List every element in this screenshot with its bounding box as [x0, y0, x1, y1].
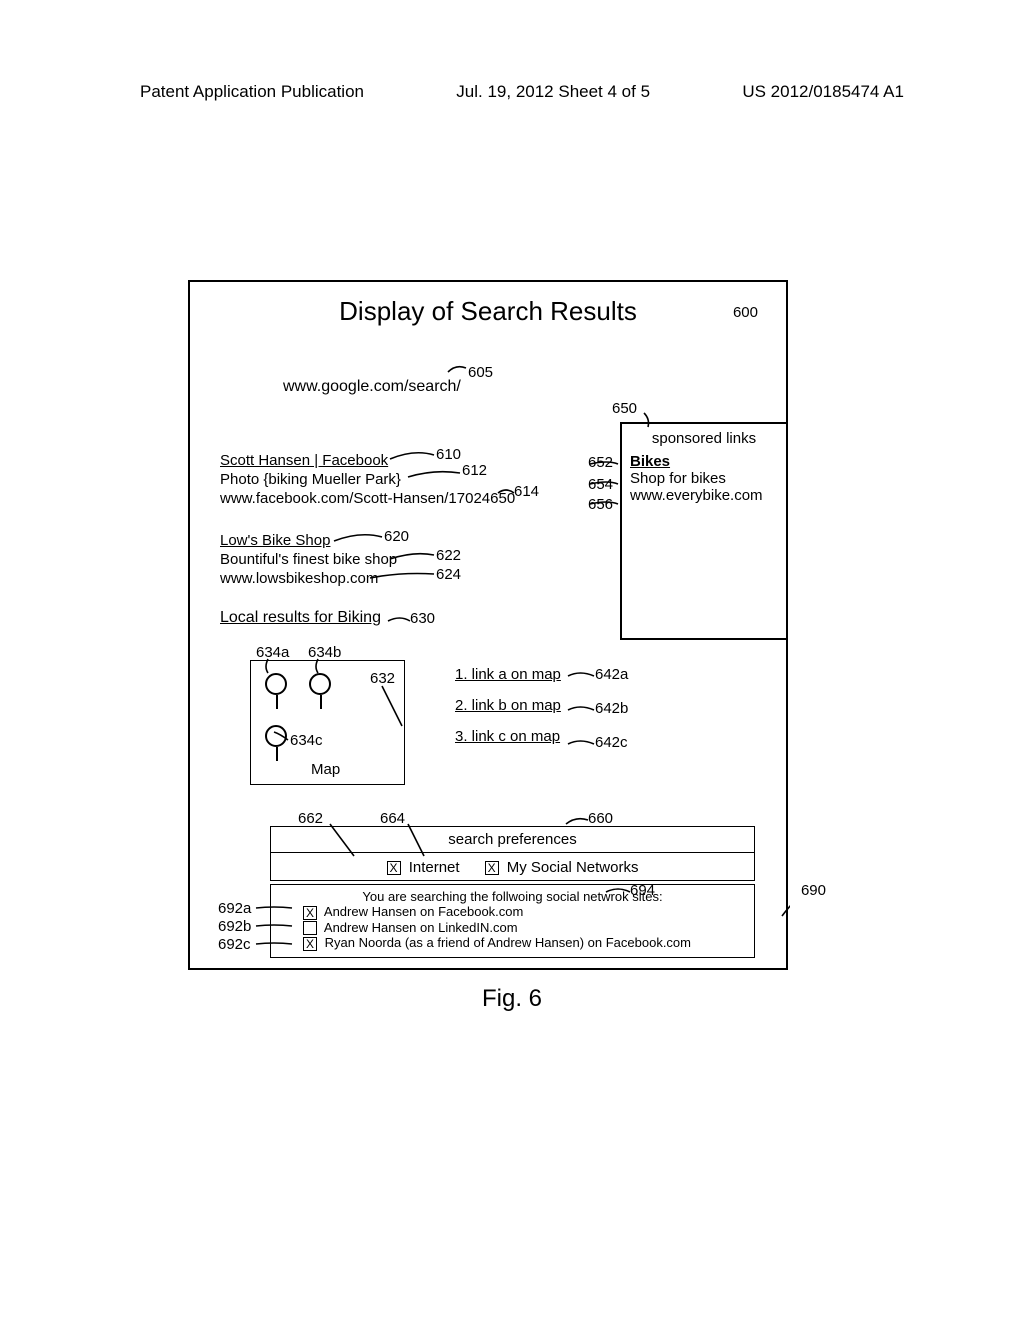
- ref-630: 630: [410, 610, 435, 627]
- ref-642c: 642c: [595, 734, 628, 751]
- ref-654: 654: [588, 476, 613, 493]
- figure-600: Display of Search Results www.google.com…: [188, 280, 788, 970]
- result-1: Scott Hansen | Facebook Photo {biking Mu…: [220, 452, 515, 508]
- map-pin-634a[interactable]: [265, 673, 287, 695]
- ref-690: 690: [801, 882, 826, 899]
- social-item-1: Andrew Hansen on LinkedIN.com: [303, 920, 746, 936]
- ref-624: 624: [436, 566, 461, 583]
- ref-694: 694: [630, 882, 655, 899]
- map-link-a[interactable]: 1. link a on map: [455, 666, 561, 683]
- social-sites-box: You are searching the follwoing social n…: [270, 884, 755, 958]
- sponsored-title[interactable]: Bikes: [630, 453, 778, 470]
- ref-650: 650: [612, 400, 637, 417]
- sponsored-link[interactable]: www.everybike.com: [630, 487, 778, 504]
- header-left: Patent Application Publication: [140, 82, 364, 102]
- social-heading: You are searching the follwoing social n…: [279, 889, 746, 904]
- header-right: US 2012/0185474 A1: [742, 82, 904, 102]
- social-label-1: Andrew Hansen on LinkedIN.com: [324, 920, 518, 935]
- ref-600: 600: [733, 304, 758, 321]
- ref-692c: 692c: [218, 936, 251, 953]
- ref-664: 664: [380, 810, 405, 827]
- social-label-0: Andrew Hansen on Facebook.com: [324, 904, 523, 919]
- social-item-0: X Andrew Hansen on Facebook.com: [303, 904, 746, 920]
- ref-660: 660: [588, 810, 613, 827]
- ref-612: 612: [462, 462, 487, 479]
- map-label: Map: [311, 761, 340, 778]
- sponsored-links: sponsored links Bikes Shop for bikes www…: [620, 422, 788, 640]
- social-label-2: Ryan Noorda (as a friend of Andrew Hanse…: [325, 935, 691, 950]
- result-1-link[interactable]: www.facebook.com/Scott-Hansen/17024650: [220, 490, 515, 509]
- ref-642a: 642a: [595, 666, 628, 683]
- result-2: Low's Bike Shop Bountiful's finest bike …: [220, 532, 397, 588]
- checkbox-social[interactable]: X: [485, 861, 499, 875]
- figure-title: Display of Search Results: [190, 296, 786, 327]
- ref-692a: 692a: [218, 900, 251, 917]
- ref-605: 605: [468, 364, 493, 381]
- checkbox-social-2[interactable]: X: [303, 937, 317, 951]
- ref-622: 622: [436, 547, 461, 564]
- ref-662: 662: [298, 810, 323, 827]
- ref-634a: 634a: [256, 644, 289, 661]
- ref-642b: 642b: [595, 700, 628, 717]
- checkbox-social-0[interactable]: X: [303, 906, 317, 920]
- result-2-link[interactable]: www.lowsbikeshop.com: [220, 570, 397, 589]
- local-results-heading[interactable]: Local results for Biking: [220, 609, 381, 627]
- header-center: Jul. 19, 2012 Sheet 4 of 5: [456, 82, 650, 102]
- ref-614: 614: [514, 483, 539, 500]
- figure-caption: Fig. 6: [0, 985, 1024, 1013]
- ref-692b: 692b: [218, 918, 251, 935]
- result-2-snippet: Bountiful's finest bike shop: [220, 551, 397, 570]
- result-2-title[interactable]: Low's Bike Shop: [220, 532, 397, 551]
- sponsored-snippet: Shop for bikes: [630, 470, 778, 487]
- ref-632: 632: [370, 670, 395, 687]
- map-pin-634c[interactable]: [265, 725, 287, 747]
- map-link-c[interactable]: 3. link c on map: [455, 728, 561, 745]
- search-url: www.google.com/search/: [283, 378, 461, 396]
- checkbox-social-1[interactable]: [303, 921, 317, 935]
- ref-620: 620: [384, 528, 409, 545]
- page-header: Patent Application Publication Jul. 19, …: [0, 82, 1024, 102]
- ref-610: 610: [436, 446, 461, 463]
- pref-social-label: My Social Networks: [507, 859, 639, 876]
- search-prefs-heading: search preferences: [271, 831, 754, 848]
- map-area: Map 1. link a on map 2. link b on map 3.…: [250, 652, 600, 782]
- checkbox-internet[interactable]: X: [387, 861, 401, 875]
- ref-634b: 634b: [308, 644, 341, 661]
- ref-634c: 634c: [290, 732, 323, 749]
- ref-652: 652: [588, 454, 613, 471]
- pref-internet-label: Internet: [409, 859, 460, 876]
- map-link-b[interactable]: 2. link b on map: [455, 697, 561, 714]
- search-preferences: search preferences X Internet X My Socia…: [270, 826, 755, 881]
- sponsored-heading: sponsored links: [630, 430, 778, 447]
- ref-656: 656: [588, 496, 613, 513]
- page: Patent Application Publication Jul. 19, …: [0, 0, 1024, 1320]
- map-pin-634b[interactable]: [309, 673, 331, 695]
- map-links: 1. link a on map 2. link b on map 3. lin…: [455, 666, 561, 759]
- social-item-2: X Ryan Noorda (as a friend of Andrew Han…: [303, 935, 746, 951]
